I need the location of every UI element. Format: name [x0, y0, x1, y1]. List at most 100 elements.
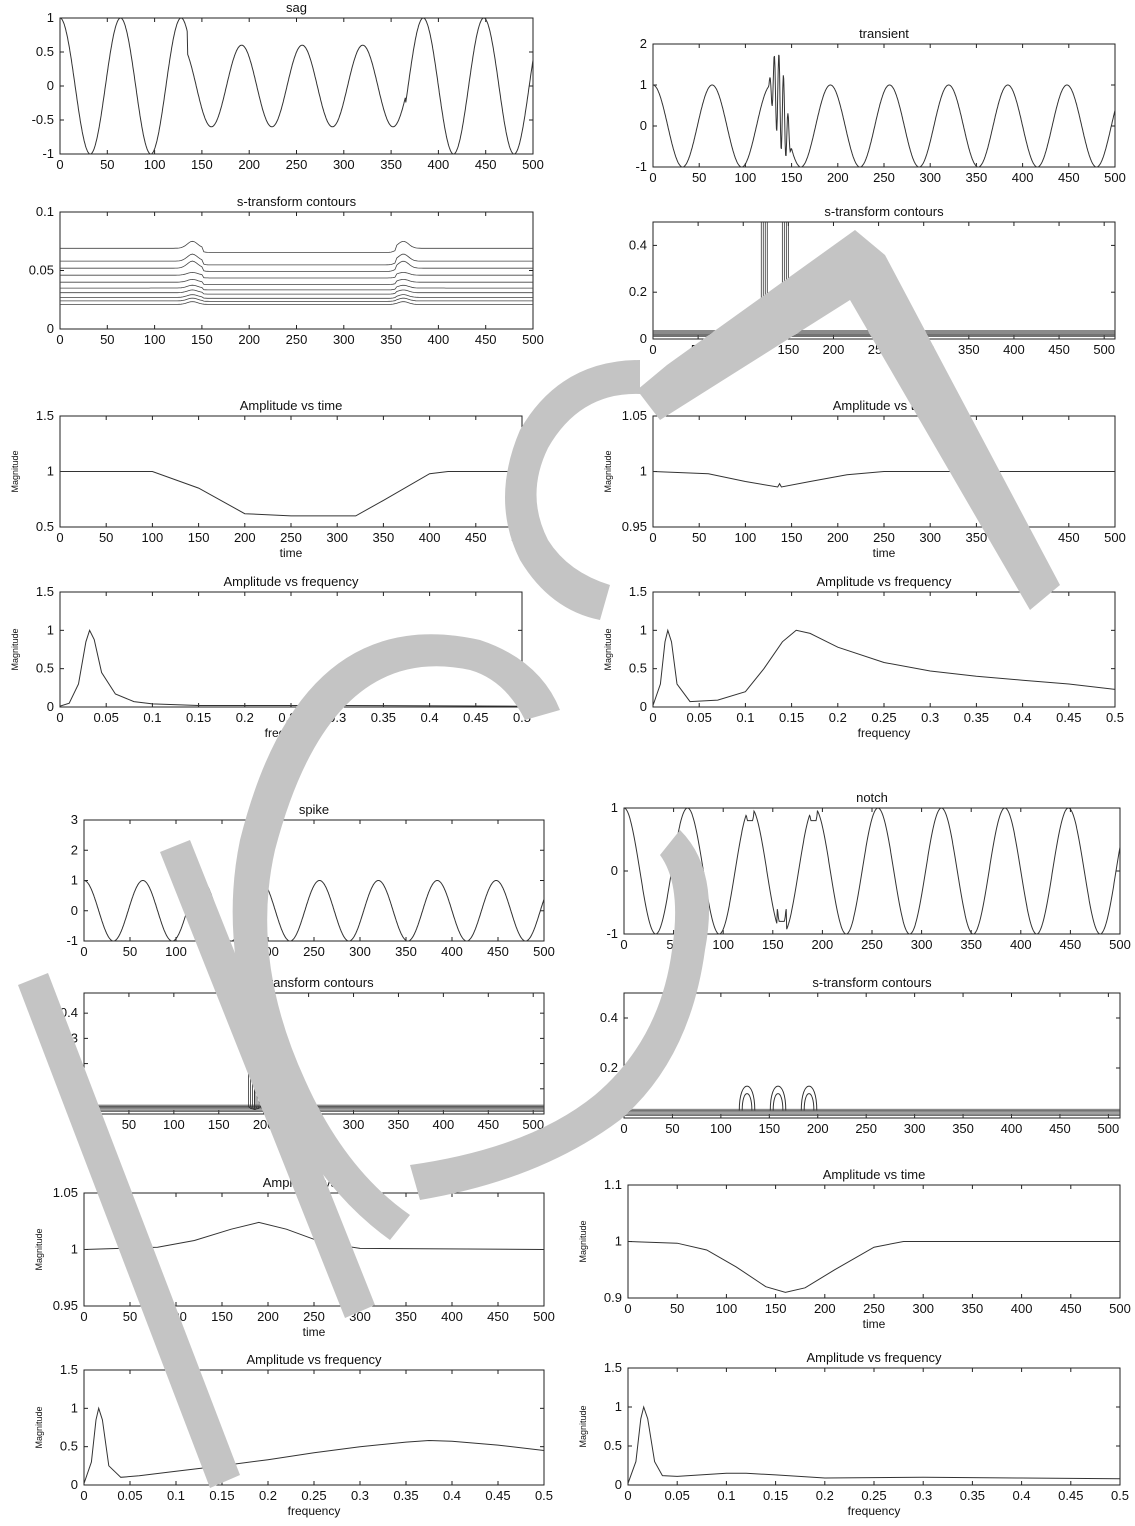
- x-tick-label: 0.4: [1014, 710, 1032, 725]
- contour-line: [60, 289, 533, 295]
- y-tick-label: 0.5: [36, 519, 54, 534]
- contour-line: [60, 297, 533, 302]
- x-tick-label: 0.2: [816, 1488, 834, 1503]
- x-tick-label: 0.35: [371, 710, 396, 725]
- x-tick-label: 450: [1060, 937, 1082, 952]
- x-tick-label: 0.2: [236, 710, 254, 725]
- chart-15: Amplitude vs frequency 0 0.05 0.1 0.15 0.2 0.2…: [34, 1352, 553, 1518]
- x-tick-label: 500: [522, 332, 544, 347]
- x-tick-label: 250: [861, 937, 883, 952]
- axes-box: [59, 211, 534, 330]
- x-tick-label: 450: [475, 332, 497, 347]
- y-tick-label: 0: [640, 118, 647, 133]
- x-tick-label: 400: [419, 530, 441, 545]
- chart-title: spike: [299, 802, 329, 817]
- x-tick-label: 0: [624, 1301, 631, 1316]
- x-tick-label: 500: [1093, 342, 1115, 357]
- y-tick-label: 0: [71, 903, 78, 918]
- series-line: [653, 54, 1115, 167]
- x-tick-label: 50: [100, 157, 114, 172]
- y-tick-label: -0.5: [32, 112, 54, 127]
- series-line: [628, 1405, 1120, 1484]
- x-tick-label: 500: [522, 1117, 544, 1132]
- x-tick-label: 0.45: [1058, 1488, 1083, 1503]
- contour-line: [60, 253, 533, 266]
- chart-title: s-transform contours: [237, 194, 357, 209]
- x-tick-label: 150: [758, 1121, 780, 1136]
- x-tick-label: 400: [428, 332, 450, 347]
- x-tick-label: 500: [1109, 937, 1131, 952]
- chart-14: Amplitude vs time 0 50 100 150 200 250 300 350 40…: [578, 1167, 1131, 1331]
- x-tick-label: 0.5: [1111, 1488, 1129, 1503]
- x-axis-label: frequency: [858, 726, 911, 740]
- x-tick-label: 100: [712, 937, 734, 952]
- chart-title: Amplitude vs time: [823, 1167, 926, 1182]
- x-tick-label: 0: [649, 710, 656, 725]
- y-tick-label: 1: [640, 77, 647, 92]
- x-tick-label: 0.05: [665, 1488, 690, 1503]
- plot-area: [60, 471, 522, 517]
- x-tick-label: 0.4: [1013, 1488, 1031, 1503]
- x-tick-label: 300: [919, 170, 941, 185]
- x-tick-label: 300: [904, 1121, 926, 1136]
- series-line: [653, 628, 1115, 706]
- x-tick-label: 400: [1001, 1121, 1023, 1136]
- chart-title: Amplitude vs frequency: [246, 1352, 382, 1367]
- x-tick-label: 150: [211, 1309, 233, 1324]
- x-tick-label: 0.2: [259, 1488, 277, 1503]
- x-tick-label: 350: [388, 1117, 410, 1132]
- y-tick-label: -1: [606, 926, 618, 941]
- x-tick-label: 350: [962, 1301, 984, 1316]
- y-tick-label: 0.2: [629, 284, 647, 299]
- x-tick-label: 150: [781, 170, 803, 185]
- x-tick-label: 0: [649, 170, 656, 185]
- y-tick-label: 2: [71, 842, 78, 857]
- x-tick-label: 0: [56, 332, 63, 347]
- x-tick-label: 350: [952, 1121, 974, 1136]
- y-tick-label: 2: [640, 36, 647, 51]
- x-tick-label: 200: [827, 170, 849, 185]
- x-tick-label: 100: [735, 170, 757, 185]
- x-tick-label: 50: [122, 1117, 136, 1132]
- x-tick-label: 150: [191, 157, 213, 172]
- chart-title: s-transform contours: [812, 975, 932, 990]
- x-tick-label: 350: [395, 1309, 417, 1324]
- x-tick-label: 0.45: [485, 1488, 510, 1503]
- x-tick-label: 350: [966, 170, 988, 185]
- plot-area: [628, 1241, 1120, 1293]
- x-tick-label: 0: [80, 944, 87, 959]
- y-tick-label: 0: [615, 1477, 622, 1492]
- x-tick-label: 400: [441, 944, 463, 959]
- series-line: [84, 1406, 544, 1484]
- chart-2: transient 0 50 100 150 200 250 300 350 400 450 500 -…: [635, 26, 1125, 185]
- x-tick-label: 100: [165, 944, 187, 959]
- plot-area: [84, 841, 544, 941]
- y-axis-label: Magnitude: [10, 450, 20, 492]
- x-tick-label: 0.1: [736, 710, 754, 725]
- y-tick-label: 0.2: [600, 1060, 618, 1075]
- x-tick-label: 150: [762, 937, 784, 952]
- x-tick-label: 0.05: [94, 710, 119, 725]
- contour-line: [60, 260, 533, 272]
- x-axis-label: frequency: [288, 1504, 341, 1518]
- x-tick-label: 0.5: [535, 1488, 553, 1503]
- x-tick-label: 400: [441, 1309, 463, 1324]
- x-tick-label: 100: [710, 1121, 732, 1136]
- x-axis-label: time: [303, 1325, 326, 1339]
- y-tick-label: 1: [640, 622, 647, 637]
- x-tick-label: 450: [465, 530, 487, 545]
- x-tick-label: 500: [533, 944, 555, 959]
- x-tick-label: 0.25: [871, 710, 896, 725]
- y-tick-label: 1.5: [604, 1360, 622, 1375]
- y-tick-label: 0.5: [604, 1438, 622, 1453]
- series-line: [653, 471, 1115, 488]
- x-tick-label: 450: [1060, 1301, 1082, 1316]
- y-tick-label: 0.5: [629, 661, 647, 676]
- x-tick-label: 0: [56, 710, 63, 725]
- x-tick-label: 300: [333, 157, 355, 172]
- x-tick-label: 0: [56, 157, 63, 172]
- x-tick-label: 300: [919, 530, 941, 545]
- y-tick-label: 0.95: [622, 519, 647, 534]
- x-tick-label: 350: [395, 944, 417, 959]
